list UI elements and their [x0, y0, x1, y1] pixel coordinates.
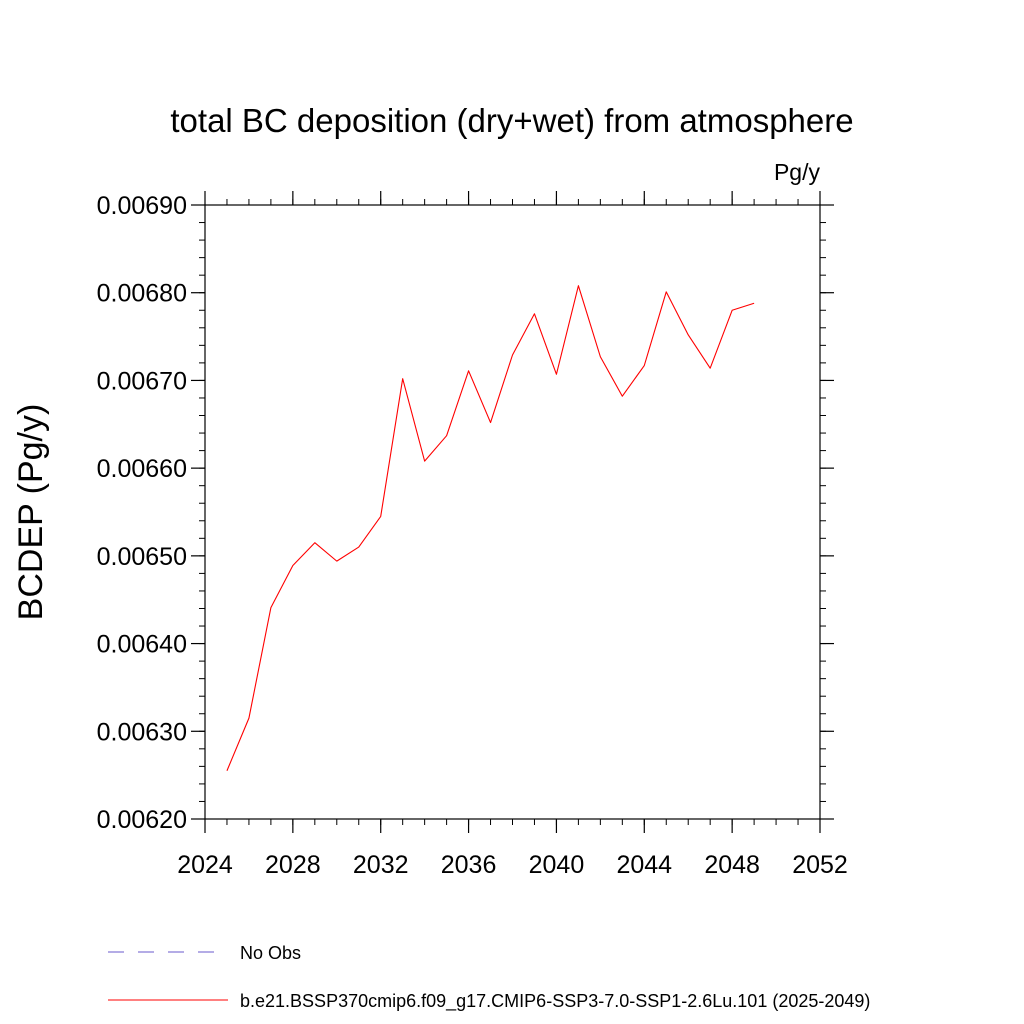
legend-label-1: b.e21.BSSP370cmip6.f09_g17.CMIP6-SSP3-7.…	[240, 991, 870, 1012]
x-tick-label: 2032	[353, 851, 409, 879]
legend-label-0: No Obs	[240, 943, 301, 963]
x-tick-label: 2024	[177, 851, 233, 879]
axis-ticks	[191, 191, 834, 833]
y-tick-label: 0.00650	[97, 543, 187, 571]
y-tick-label: 0.00620	[97, 806, 187, 834]
y-tick-label: 0.00630	[97, 718, 187, 746]
x-tick-label: 2048	[704, 851, 760, 879]
x-tick-label: 2028	[265, 851, 321, 879]
y-tick-label: 0.00640	[97, 631, 187, 659]
series-group	[226, 285, 755, 771]
legend: No Obs b.e21.BSSP370cmip6.f09_g17.CMIP6-S…	[108, 943, 870, 1012]
x-tick-label: 2040	[529, 851, 585, 879]
x-tick-label: 2036	[441, 851, 497, 879]
axis-tick-labels: 2024 2028 2032 2036 2040 2044 2048 2052 0.00620 0…	[97, 192, 848, 879]
y-tick-label: 0.00680	[97, 280, 187, 308]
y-tick-label: 0.00660	[97, 455, 187, 483]
y-tick-label: 0.00670	[97, 367, 187, 395]
units-label: Pg/y	[774, 159, 821, 185]
x-tick-label: 2052	[792, 851, 848, 879]
x-tick-label: 2044	[616, 851, 672, 879]
chart-title: total BC deposition (dry+wet) from atmos…	[170, 102, 853, 139]
plot-frame	[204, 204, 821, 820]
series-line-0	[226, 285, 755, 771]
y-axis-label: BCDEP (Pg/y)	[12, 404, 50, 621]
y-tick-label: 0.00690	[97, 192, 187, 220]
